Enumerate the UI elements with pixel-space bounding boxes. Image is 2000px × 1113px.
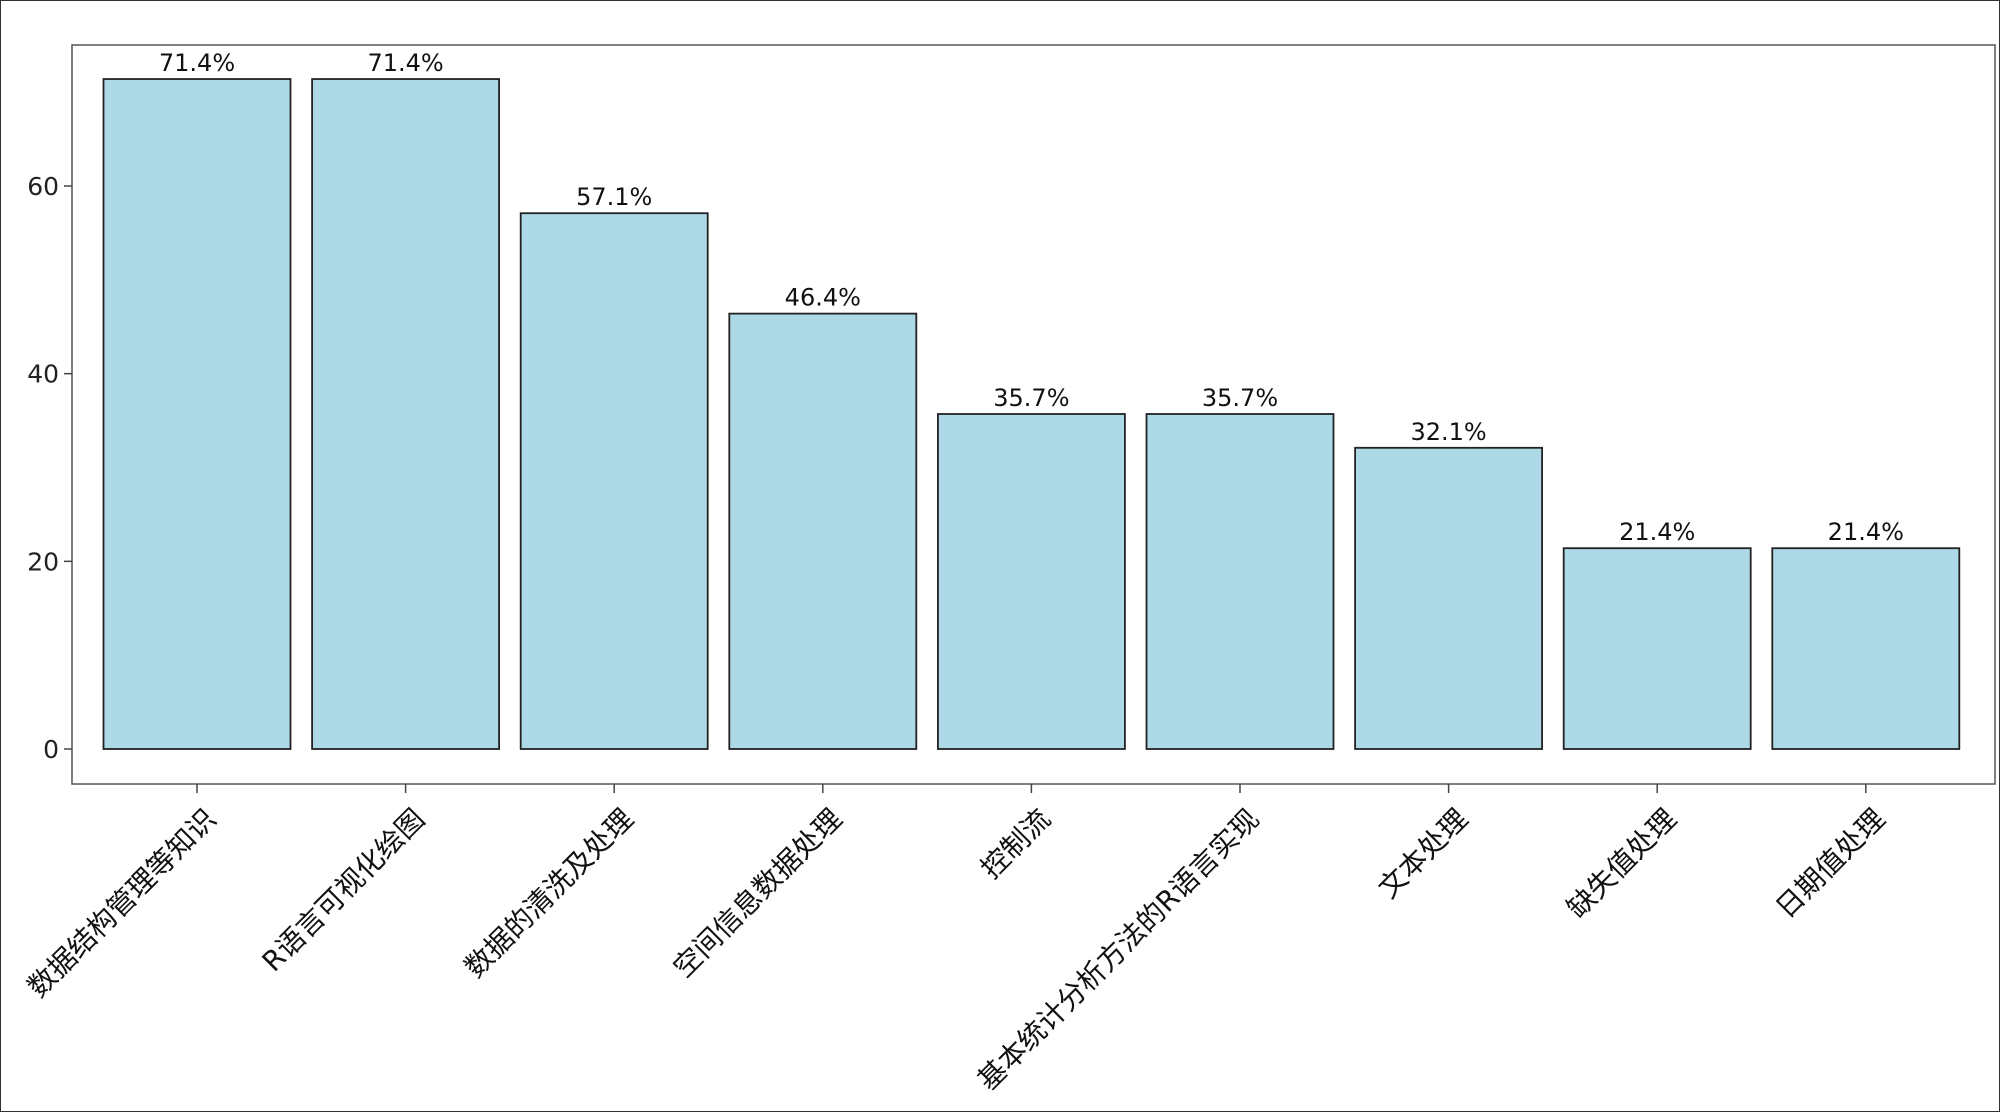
data-labels-group: 71.4% 71.4% 57.1% 46.4% 35.7% 35.7% 32.1% 21.4%… xyxy=(159,49,1904,546)
x-axis: 数据结构管理等知识 R语言可视化绘图 数据的清洗及处理 空间信息数据处理 控制流基本统计… xyxy=(21,784,1891,1097)
y-tick-label: 0 xyxy=(43,735,59,764)
bar-data-label: 21.4% xyxy=(1828,518,1904,546)
y-tick-label: 20 xyxy=(27,547,59,576)
x-category-label: 日期值处理 xyxy=(1769,802,1891,924)
x-category-label: 空间信息数据处理 xyxy=(667,802,849,984)
bar xyxy=(102,78,292,750)
bar xyxy=(1771,547,1961,750)
bar-data-label: 71.4% xyxy=(367,49,443,77)
x-category-label: 控制流 xyxy=(974,802,1057,885)
bars-group xyxy=(102,78,1961,750)
bar-data-label: 71.4% xyxy=(159,49,235,77)
y-axis: 0 20 40 60 xyxy=(27,172,72,764)
x-category-label: R语言可视化绘图 xyxy=(256,802,432,978)
x-category-label: 缺失值处理 xyxy=(1561,802,1683,924)
bar-data-label: 21.4% xyxy=(1619,518,1695,546)
bar xyxy=(1354,446,1543,750)
bar-data-label: 57.1% xyxy=(576,183,652,211)
bar xyxy=(1562,547,1752,750)
x-category-label: 数据的清洗及处理 xyxy=(458,802,640,984)
x-category-label: 文本处理 xyxy=(1372,802,1475,905)
bar xyxy=(728,312,918,750)
bar xyxy=(1145,413,1335,750)
bar-data-label: 32.1% xyxy=(1410,418,1486,446)
bar xyxy=(311,78,501,750)
x-category-label: 数据结构管理等知识 xyxy=(21,802,223,1004)
bar xyxy=(519,212,709,750)
bar-data-label: 35.7% xyxy=(1202,384,1278,412)
bar xyxy=(937,413,1126,750)
y-tick-label: 60 xyxy=(27,172,59,201)
bar-data-label: 35.7% xyxy=(993,384,1069,412)
y-tick-label: 40 xyxy=(27,360,59,389)
bar-data-label: 46.4% xyxy=(785,284,861,312)
